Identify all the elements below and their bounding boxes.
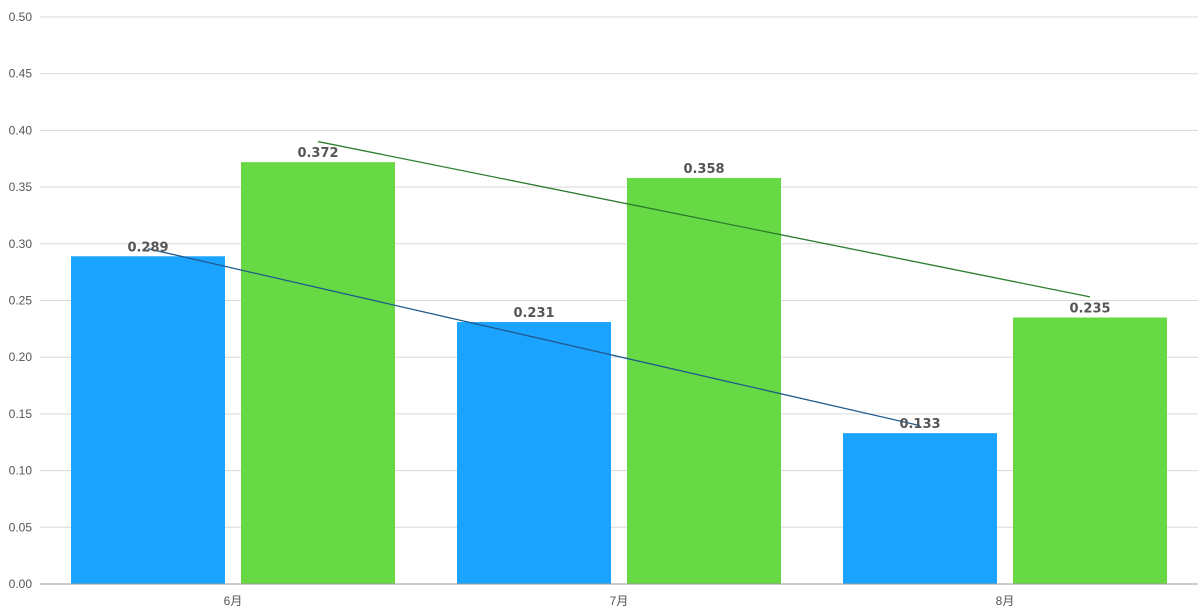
data-labels: 0.289 0.372 0.231 0.358 0.133 0.235 [127,146,1110,432]
bar [843,433,997,584]
y-tick-label: 0.25 [9,294,33,308]
y-tick-label: 0.10 [9,464,33,478]
bar-value-label: 0.289 [127,240,168,255]
gridlines [40,16,1198,528]
y-tick-label: 0.45 [9,67,33,81]
y-tick-label: 0.40 [9,123,33,137]
x-category-label: 8月 [996,594,1015,608]
y-axis-ticks: 0.00 0.05 0.10 0.15 0.20 0.25 0.30 0.35 0.40 0.45… [9,10,33,591]
x-category-label: 6月 [224,594,243,608]
bar-value-label: 0.235 [1069,302,1110,317]
y-tick-label: 0.20 [9,350,33,364]
y-tick-label: 0.05 [9,520,33,534]
bar-value-label: 0.358 [683,162,724,177]
x-category-label: 7月 [610,594,629,608]
bar [627,178,781,584]
trendline [147,248,921,427]
bar [71,256,225,584]
y-tick-label: 0.50 [9,10,33,24]
bar [1013,317,1167,584]
trendlines [147,140,1091,427]
bars [71,162,1167,585]
bar-value-label: 0.133 [899,417,940,432]
bar [241,162,395,585]
x-axis-categories: 6月 7月 8月 [224,594,1015,608]
bar-value-label: 0.372 [297,146,338,161]
y-tick-label: 0.35 [9,180,33,194]
bar-value-label: 0.231 [513,306,554,321]
y-tick-label: 0.30 [9,237,33,251]
trendline [317,140,1091,298]
y-tick-label: 0.00 [9,577,33,591]
bar [457,322,611,584]
y-tick-label: 0.15 [9,407,33,421]
